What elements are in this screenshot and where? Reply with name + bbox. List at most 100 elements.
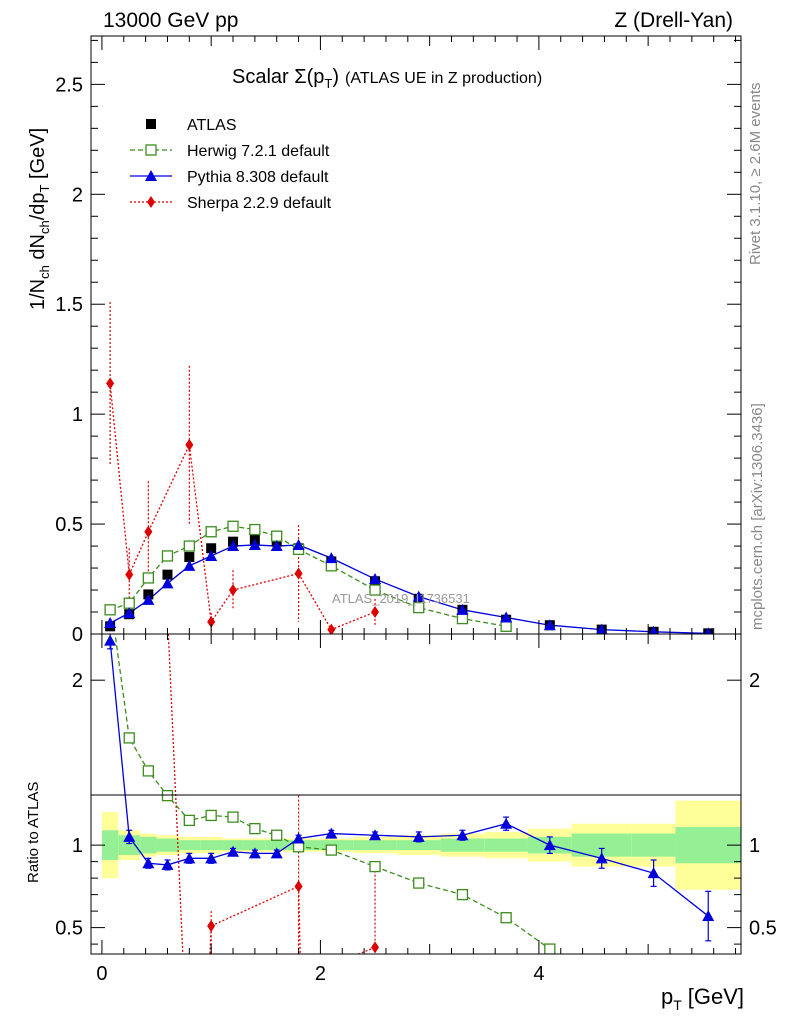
pythia-point (412, 590, 425, 602)
herwig-ratio-point (456, 888, 469, 901)
pythia-ratio-point (205, 852, 218, 864)
herwig-point (123, 597, 135, 609)
pythia-ratio-point (142, 857, 155, 869)
herwig-point (271, 530, 283, 542)
pythia-ratio-point (369, 829, 382, 841)
herwig-ratio-point (271, 829, 283, 841)
pythia-point (292, 538, 305, 550)
herwig-ratio-point (249, 822, 261, 835)
sherpa-point (207, 615, 216, 628)
y-tick-label-main: 0.5 (55, 514, 83, 536)
pythia-point (456, 603, 469, 615)
analysis-watermark: ATLAS_2019_I1736531 (332, 591, 470, 606)
ratio-plot-area (104, 634, 715, 954)
pythia-point (369, 573, 382, 585)
herwig-point (104, 604, 116, 616)
y-tick-label-main: 1.5 (55, 294, 83, 316)
sherpa-point (371, 606, 380, 619)
y-tick-label-main: 0 (72, 624, 83, 646)
sherpa-point (229, 584, 238, 597)
herwig-point (413, 601, 425, 614)
pythia-ratio-point (543, 839, 556, 851)
pythia-point (270, 540, 283, 552)
pythia-ratio-point (183, 852, 196, 864)
atlas-point (162, 569, 173, 580)
pythia-ratio-point (123, 830, 136, 842)
herwig-ratio-line (114, 634, 551, 950)
sherpa-ratio-point (371, 941, 380, 954)
band-inner-bin (396, 840, 441, 851)
band-inner-bin (571, 833, 632, 857)
herwig-point (369, 584, 381, 596)
herwig-ratio-point (205, 809, 217, 822)
herwig-point (183, 540, 195, 552)
band-inner-bin (101, 830, 119, 860)
y-tick-label-main: 1 (72, 404, 83, 426)
herwig-ratio-point (227, 811, 239, 823)
pythia-ratio-point (325, 827, 338, 839)
band-inner-bin (631, 833, 676, 857)
x-tick-label: 0 (96, 963, 107, 985)
chart-title: Scalar Σ(pT) (ATLAS UE in Z production) (232, 66, 542, 91)
pythia-ratio-point (292, 832, 305, 844)
y-axis-label: 1/Nch dNch/dpT [GeV] (27, 128, 52, 310)
pythia-point (161, 577, 174, 589)
y-tick-label-ratio-right: 0.5 (749, 918, 777, 940)
pythia-point (543, 619, 556, 631)
ratio-y-axis-label: Ratio to ATLAS (25, 782, 42, 883)
pythia-ratio-point (647, 867, 660, 879)
herwig-point (500, 620, 512, 632)
sherpa-point (185, 438, 194, 451)
pythia-line (109, 544, 709, 634)
band-inner-bin (440, 838, 485, 852)
axis-tick-labels: 0 2 4 0 0.5 1 1.5 2 2.5 0.5 0.5 1 1 2 2 (55, 74, 777, 985)
pythia-ratio-point (248, 847, 261, 859)
legend-label: Pythia 8.308 default (187, 169, 329, 186)
pythia-ratio-line (109, 640, 709, 917)
band-inner-bin (156, 838, 179, 852)
legend-marker (146, 119, 156, 129)
legend-label: ATLAS (187, 117, 237, 134)
y-tick-label-main: 2 (72, 184, 83, 206)
x-tick-label: 4 (533, 963, 544, 985)
legend-marker (147, 196, 155, 208)
y-tick-label-ratio-right: 2 (749, 670, 760, 692)
herwig-ratio-point (369, 860, 381, 873)
side-rivet-label: Rivet 3.1.10, ≥ 2.6M events (747, 83, 764, 266)
pythia-ratio-point (227, 845, 240, 857)
herwig-ratio-point (500, 912, 512, 924)
herwig-point (205, 526, 217, 538)
atlas-point (184, 552, 195, 563)
herwig-ratio-point (183, 814, 195, 827)
ratio-plot-frame (90, 633, 742, 955)
sherpa-ratio-point (294, 880, 303, 893)
band-inner-bin (484, 838, 528, 852)
herwig-point (227, 520, 239, 532)
pythia-ratio-point (270, 847, 283, 859)
herwig-ratio-point (413, 877, 425, 889)
y-tick-label-ratio-right: 1 (749, 835, 760, 857)
header-right-label: Z (Drell-Yan) (614, 9, 733, 32)
sherpa-point (106, 377, 115, 390)
band-inner-bin (243, 840, 266, 851)
pythia-point (123, 607, 136, 619)
herwig-point (249, 523, 261, 536)
herwig-ratio-point (142, 765, 155, 777)
herwig-point (161, 550, 174, 562)
band-inner-bin (265, 840, 288, 851)
pythia-ratio-point (456, 829, 469, 841)
pythia-point (205, 549, 218, 561)
herwig-ratio-point (123, 732, 135, 744)
pythia-ratio-point (500, 817, 513, 829)
sherpa-ratio-line (167, 634, 376, 954)
side-mcplots-label: mcplots.cern.ch [arXiv:1306.3436] (749, 403, 766, 630)
pythia-ratio-point (702, 910, 715, 922)
legend-marker (145, 144, 157, 156)
sherpa-point (125, 568, 134, 581)
sherpa-point (294, 567, 303, 580)
pythia-point (248, 538, 261, 550)
herwig-point (142, 572, 155, 584)
band-inner-bin (353, 840, 397, 851)
pythia-ratio-point (161, 858, 174, 870)
y-tick-label-ratio: 1 (72, 835, 83, 857)
